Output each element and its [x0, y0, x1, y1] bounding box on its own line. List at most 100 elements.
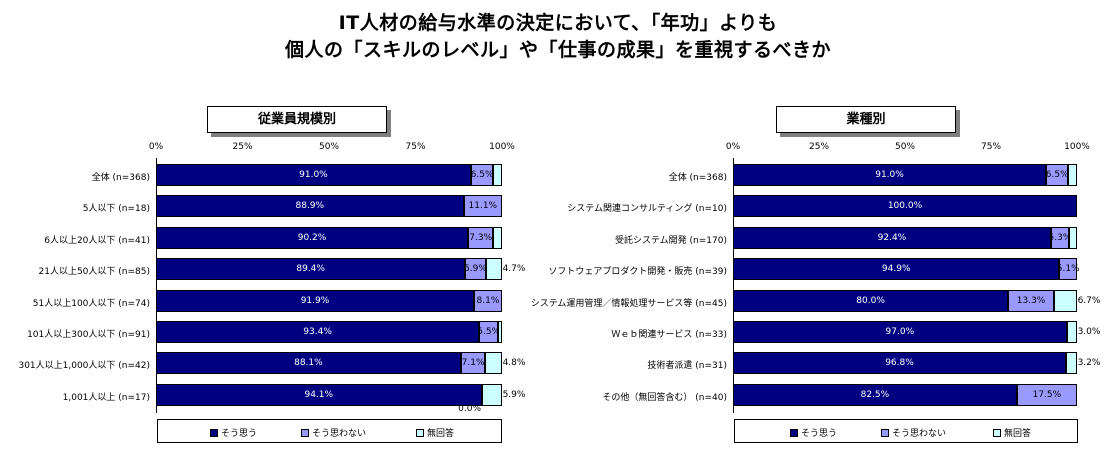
legend-label: そう思わない [892, 429, 947, 439]
bar-segment [733, 164, 1047, 186]
bar-segment [156, 164, 471, 186]
bar-segment [1053, 289, 1077, 312]
data-label: 13.3% [1016, 295, 1046, 306]
data-label: 6.5% [1045, 170, 1069, 180]
bar-segment [1059, 258, 1077, 281]
data-label: 5.9% [464, 264, 487, 275]
plot-area [156, 158, 503, 413]
panel-title: 業種別 [776, 106, 956, 133]
legend-swatch [790, 428, 798, 437]
bar-segment [156, 321, 480, 343]
bar-segment [493, 164, 502, 186]
data-label: 5.3% [1048, 232, 1072, 243]
legend-swatch [416, 428, 424, 437]
bar-segment [465, 258, 486, 281]
category-label: 101人以上300人以下 (n=91) [27, 330, 150, 340]
data-label: 11.1% [468, 201, 498, 212]
category-label: ソフトウェアプロダクト開発・販売 (n=39) [548, 267, 727, 278]
data-label: 89.4% [296, 264, 325, 275]
legend: そう思う そう思わない 無回答 [157, 419, 502, 443]
bar-segment [733, 258, 1060, 281]
bar-segment [485, 258, 502, 281]
data-label: 88.9% [295, 201, 325, 212]
bar-segment [1065, 352, 1077, 375]
data-label: 93.4% [303, 327, 332, 337]
bar-segment [1066, 321, 1077, 343]
bar-segment [156, 352, 461, 375]
chart-title-line2: 個人の「スキルのレベル」や「仕事の成果」を重視するべきか [284, 39, 831, 61]
data-label: 3.0% [1077, 327, 1101, 337]
data-label: 4.8% [502, 358, 526, 369]
data-label: 3.2% [1077, 358, 1101, 369]
data-label: 0.0% [458, 403, 482, 414]
data-label: 96.8% [885, 358, 914, 369]
bar-segment [481, 383, 502, 406]
x-tick-label: 0% [148, 142, 164, 152]
category-label: 6人以上20人以下 (n=41) [44, 235, 150, 246]
legend-label: 無回答 [427, 429, 455, 439]
legend-swatch [993, 428, 1001, 437]
data-label: 5.5% [477, 327, 501, 337]
category-label: 全体 (n=368) [91, 173, 150, 183]
bar-segment [498, 321, 502, 343]
bar-segment [1046, 164, 1069, 186]
bar-segment [1069, 226, 1077, 249]
category-label: 301人以上1,000人以下 (n=42) [18, 361, 150, 372]
chart-title-line1: IT人材の給与水準の決定において、「年功」よりも [338, 12, 778, 34]
bar-segment [493, 226, 502, 249]
data-label: 88.1% [294, 358, 323, 369]
legend-item: そう思わない [301, 426, 366, 439]
x-tick-label: 50% [318, 142, 340, 152]
legend-label: 無回答 [1004, 429, 1032, 439]
bar-segment [733, 289, 1009, 312]
bar-segment [733, 195, 1077, 218]
bar-segment [156, 383, 482, 406]
legend-label: そう思う [221, 429, 258, 439]
bar-segment [733, 383, 1017, 406]
data-label: 6.7% [1077, 295, 1101, 306]
data-label: 97.0% [885, 327, 915, 337]
data-label: 7.3% [469, 232, 493, 243]
legend: そう思う そう思わない 無回答 [734, 419, 1078, 443]
legend-item: そう思う [210, 426, 257, 439]
category-label: 51人以上100人以下 (n=74) [32, 298, 150, 309]
data-label: 5.1% [1056, 264, 1080, 275]
x-tick-label: 50% [894, 142, 916, 152]
legend-item: そう思う [790, 426, 837, 439]
x-tick-label: 100% [1064, 142, 1090, 152]
data-label: 94.1% [304, 389, 334, 400]
data-label: 100.0% [887, 201, 923, 212]
x-tick-label: 0% [725, 142, 741, 152]
bar-segment [460, 352, 486, 375]
category-label: Ｗｅｂ関連サービス (n=33) [611, 330, 727, 340]
bar-segment [463, 195, 502, 218]
legend-label: そう思う [801, 429, 838, 439]
bar-segment [485, 352, 502, 375]
data-label: 91.0% [299, 170, 328, 180]
data-label: 6.5% [470, 170, 494, 180]
panel-title: 従業員規模別 [207, 106, 387, 133]
category-label: システム関連コンサルティング (n=10) [567, 204, 727, 215]
plot-area [733, 158, 1078, 413]
data-label: 91.0% [875, 170, 904, 180]
x-tick-label: 25% [808, 142, 830, 152]
category-label: システム運用管理／情報処理サービス等 (n=45) [530, 298, 727, 309]
data-label: 94.9% [881, 264, 911, 275]
data-label: 82.5% [860, 389, 890, 400]
bar-segment [470, 164, 494, 186]
category-label: 21人以上50人以下 (n=85) [38, 267, 151, 278]
x-tick-label: 100% [489, 142, 515, 152]
data-label: 80.0% [856, 295, 885, 306]
data-label: 90.2% [297, 232, 327, 243]
bar-segment [733, 352, 1066, 375]
data-label: 91.9% [300, 295, 330, 306]
bar-segment [468, 226, 494, 249]
category-label: 受託システム開発 (n=170) [614, 235, 727, 246]
category-label: 1,001人以上 (n=17) [62, 392, 150, 403]
data-label: 4.7% [502, 264, 526, 275]
legend-label: そう思わない [312, 429, 367, 439]
x-tick-label: 25% [232, 142, 253, 152]
bar-segment [156, 289, 474, 312]
legend-swatch [301, 428, 309, 437]
data-label: 92.4% [877, 232, 907, 243]
